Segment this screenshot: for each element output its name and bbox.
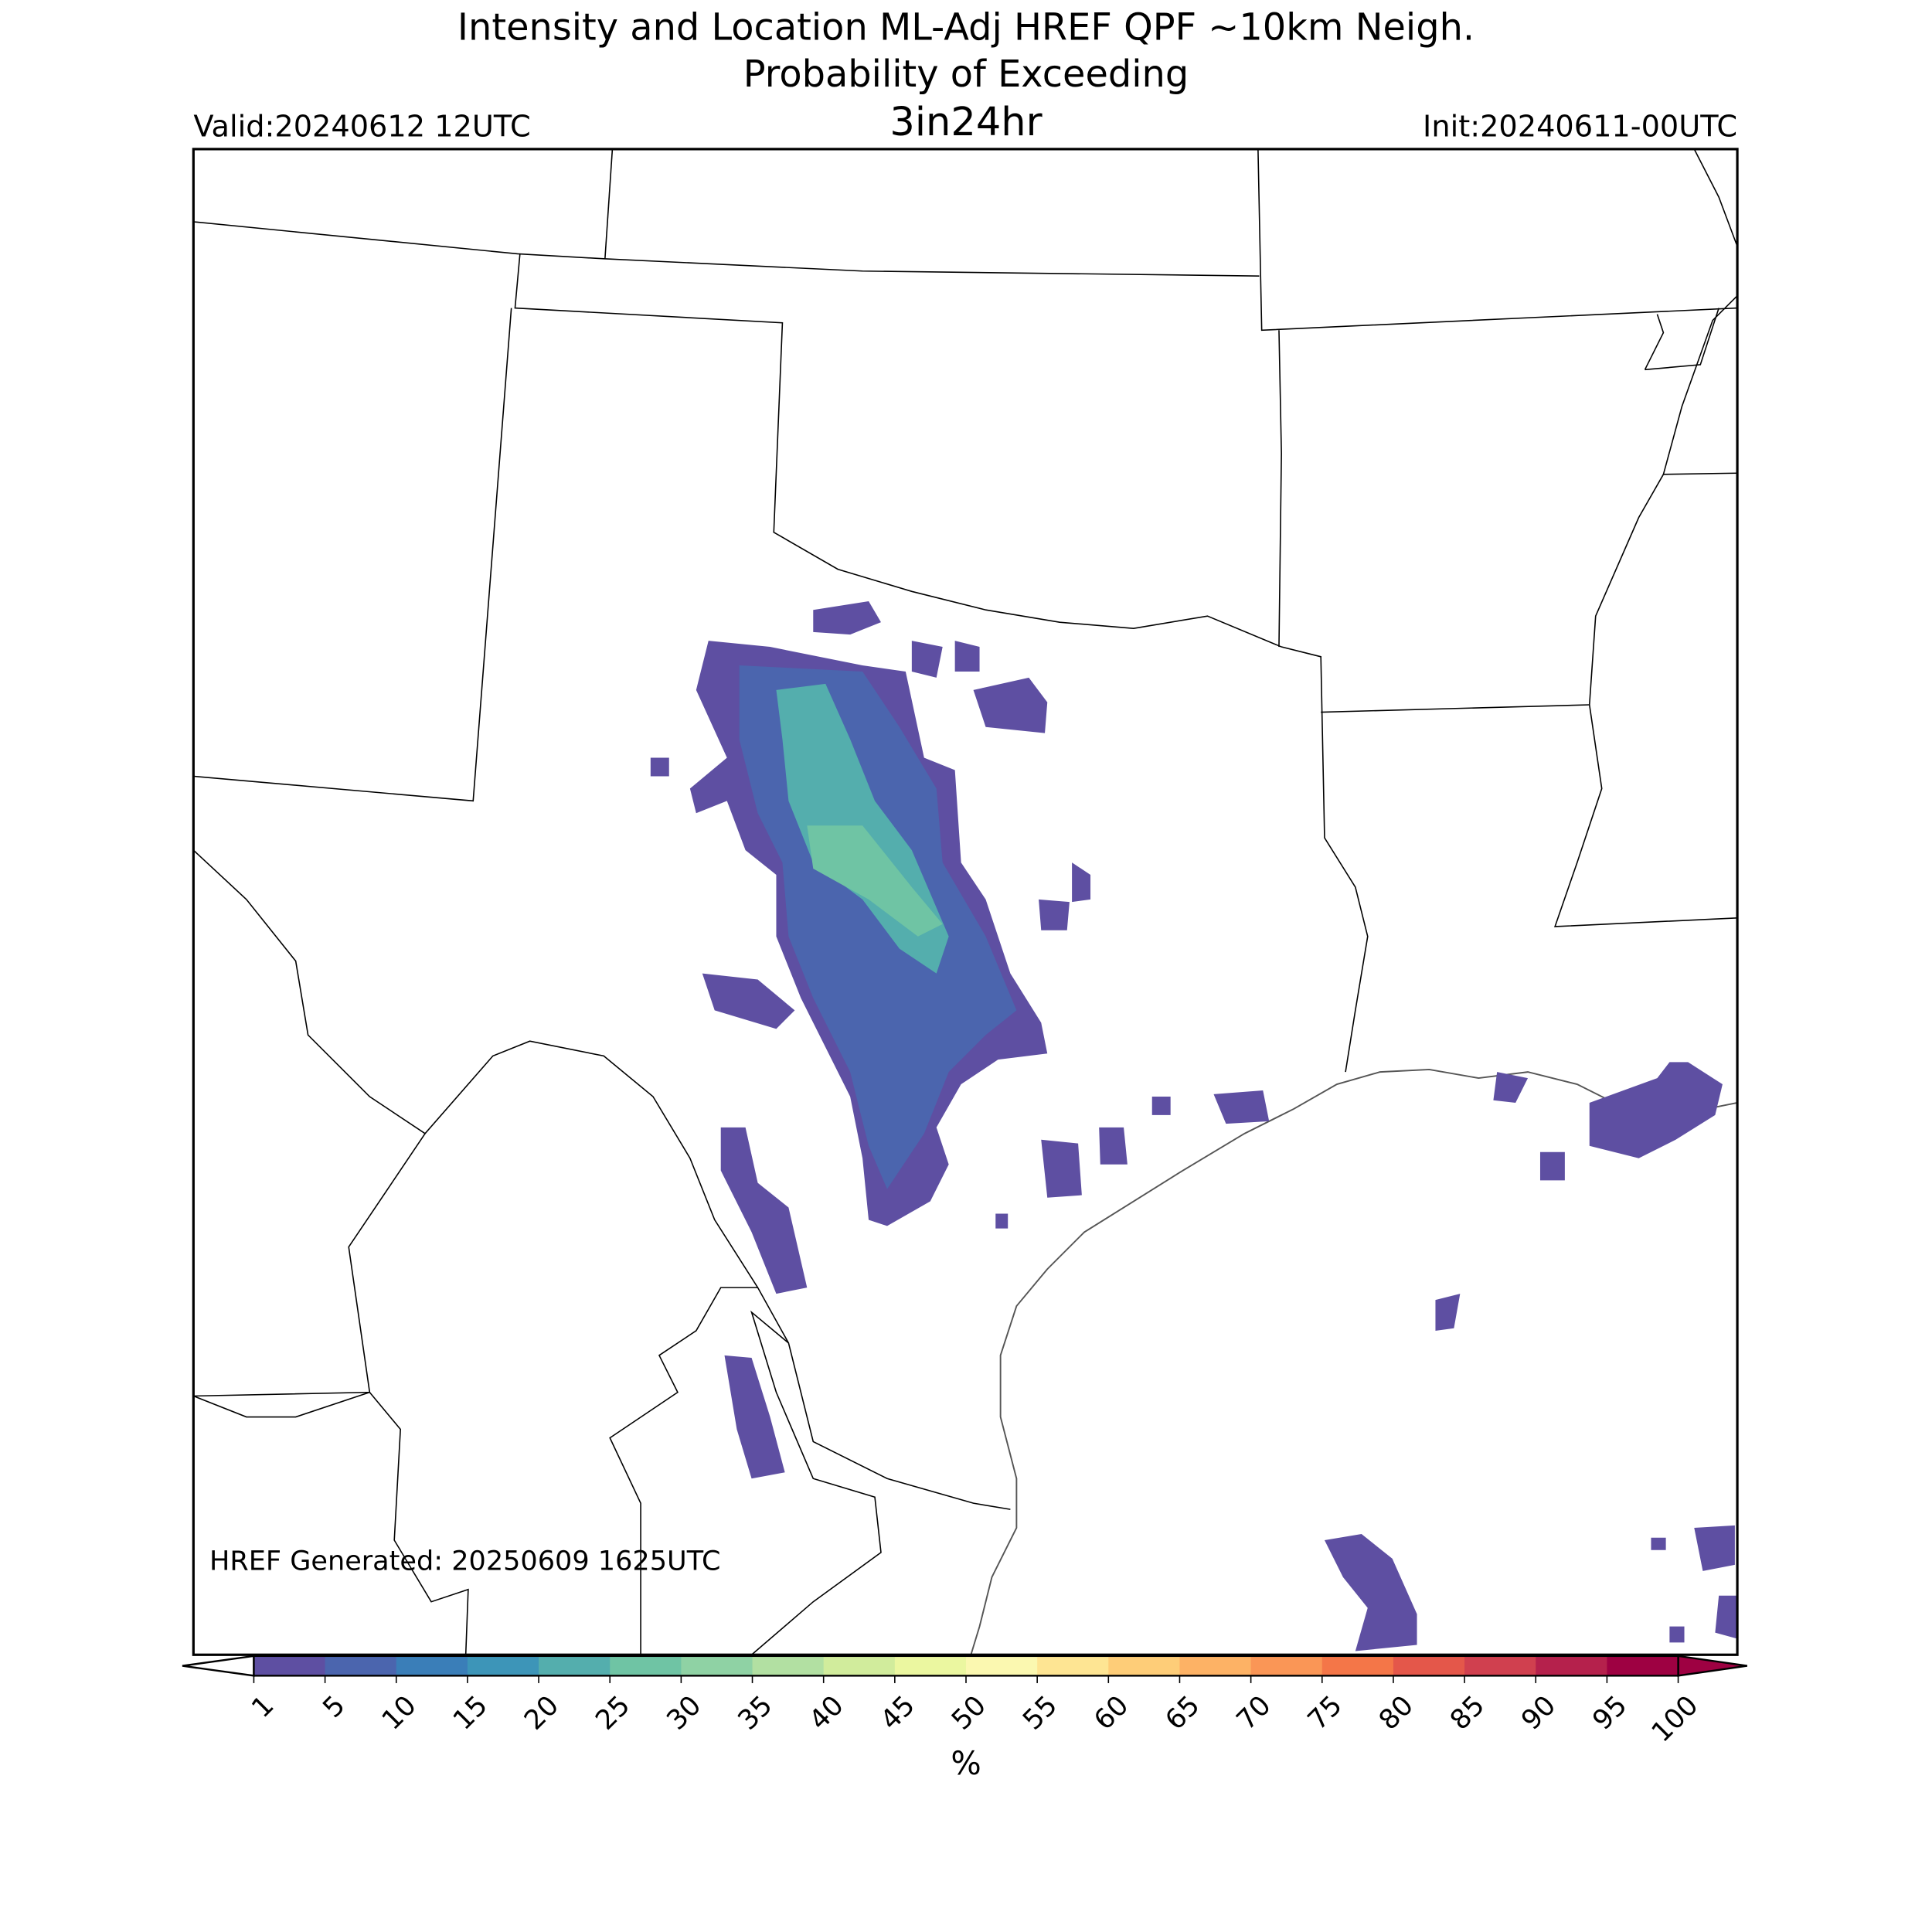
colorbar-tick-label: 55 <box>1017 1689 1064 1736</box>
colorbar-segment <box>253 1655 326 1676</box>
colorbar-tick-label: 25 <box>590 1689 637 1736</box>
map <box>192 148 1739 1656</box>
colorbar-tick-label: 20 <box>519 1689 566 1736</box>
colorbar-segment <box>1393 1655 1465 1676</box>
colorbar-tick-label: 60 <box>1088 1689 1135 1736</box>
colorbar-tick-label: 80 <box>1372 1689 1420 1736</box>
colorbar-segment <box>1607 1655 1679 1676</box>
colorbar-tick-label: 45 <box>874 1689 921 1736</box>
colorbar-tick-label: 5 <box>317 1689 352 1724</box>
colorbar-tick-label: 70 <box>1230 1689 1277 1736</box>
colorbar-segment <box>752 1655 825 1676</box>
colorbar-segment <box>1250 1655 1323 1676</box>
colorbar-segment <box>894 1655 967 1676</box>
colorbar-extend-high <box>1677 1655 1748 1677</box>
colorbar-tick-label: 35 <box>732 1689 779 1736</box>
colorbar-tick-label: 85 <box>1444 1689 1492 1736</box>
colorbar-segment <box>1536 1655 1608 1676</box>
threshold: 3in24hr <box>889 100 1042 145</box>
colorbar-tick-label: 15 <box>447 1689 494 1736</box>
colorbar-segment <box>325 1655 397 1676</box>
title: Intensity and Location ML-Adj HREF QPF ~… <box>457 6 1475 49</box>
colorbar-segment <box>681 1655 753 1676</box>
colorbar-tick-label: 40 <box>803 1689 850 1736</box>
borders <box>192 148 1738 1655</box>
colorbar-tick-label: 1 <box>246 1689 281 1724</box>
colorbar: 1 5 10 15 20 25 30 35 40 45 50 55 60 65 70 75 80 85 90 95 10… <box>182 1655 1748 1748</box>
map-frame <box>192 148 1739 1656</box>
colorbar-tick-label: 10 <box>376 1689 423 1736</box>
colorbar-segment <box>1037 1655 1110 1676</box>
colorbar-segment <box>610 1655 682 1676</box>
valid-time: Valid:20240612 12UTC <box>193 109 530 144</box>
colorbar-segment <box>396 1655 468 1676</box>
colorbar-segment <box>467 1655 539 1676</box>
colorbar-label: % <box>951 1745 981 1782</box>
generated-time: HREF Generated: 20250609 1625UTC <box>209 1546 721 1577</box>
colorbar-tick-label: 65 <box>1159 1689 1206 1736</box>
colorbar-segment <box>1108 1655 1181 1676</box>
colorbar-segment <box>966 1655 1038 1676</box>
init-time: Init:20240611-00UTC <box>1423 109 1737 144</box>
colorbar-extend-low <box>182 1655 255 1677</box>
colorbar-segment <box>1321 1655 1394 1676</box>
colorbar-tick-label: 95 <box>1587 1689 1634 1736</box>
colorbar-segment <box>1179 1655 1252 1676</box>
colorbar-segment <box>1464 1655 1537 1676</box>
colorbar-tick-label: 90 <box>1515 1689 1563 1736</box>
colorbar-segment <box>539 1655 611 1676</box>
subtitle: Probability of Exceeding <box>743 53 1189 96</box>
colorbar-tick-label: 75 <box>1301 1689 1349 1736</box>
colorbar-tick-label: 100 <box>1645 1689 1704 1748</box>
colorbar-tick-label: 50 <box>945 1689 992 1736</box>
colorbar-tick-label: 30 <box>661 1689 708 1736</box>
colorbar-segment <box>823 1655 896 1676</box>
precip-areas <box>650 601 1738 1651</box>
